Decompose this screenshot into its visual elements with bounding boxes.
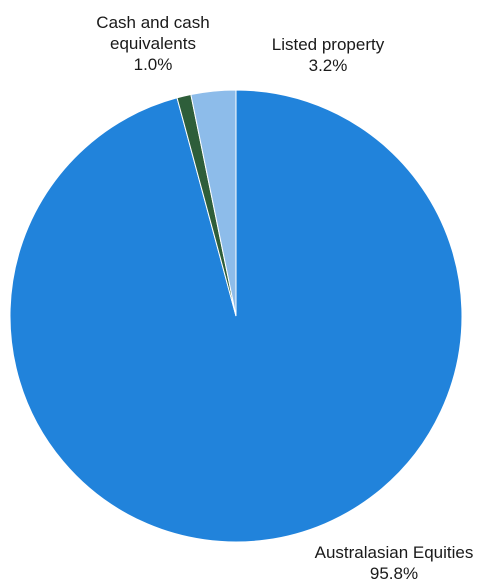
slice-data-label: Listed property 3.2% bbox=[272, 35, 385, 75]
slice-category-label: Cash and cash bbox=[96, 13, 209, 32]
pie-slice bbox=[190, 89, 237, 317]
slice-data-label: Australasian Equities 95.8% bbox=[315, 543, 474, 583]
slice-labels: Australasian Equities 95.8% Cash and cash e… bbox=[96, 13, 473, 583]
slice-data-label: Cash and cash equivalents 1.0% bbox=[96, 13, 209, 74]
slice-category-label: Listed property bbox=[272, 35, 385, 54]
slice-value-label: 1.0% bbox=[134, 55, 173, 74]
slice-category-label: equivalents bbox=[110, 34, 196, 53]
slice-value-label: 95.8% bbox=[370, 564, 418, 583]
slice-value-label: 3.2% bbox=[309, 56, 348, 75]
slice-category-label: Australasian Equities bbox=[315, 543, 474, 562]
pie-slices bbox=[9, 89, 463, 543]
